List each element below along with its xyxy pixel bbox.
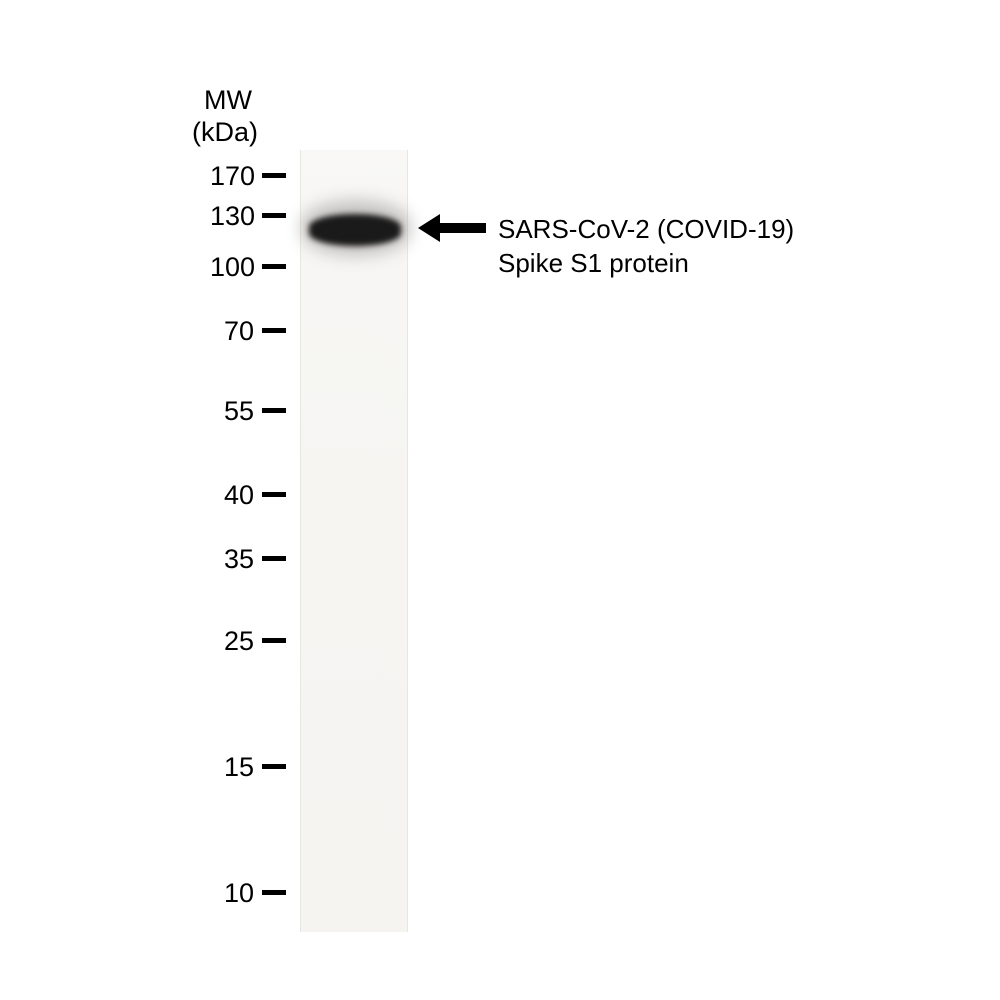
marker-label-40: 40 bbox=[224, 480, 254, 511]
marker-label-25: 25 bbox=[224, 626, 254, 657]
arrow-head-icon bbox=[418, 214, 440, 242]
marker-tick-35 bbox=[262, 556, 286, 561]
marker-label-10: 10 bbox=[224, 878, 254, 909]
marker-label-130: 130 bbox=[210, 201, 255, 232]
marker-tick-130 bbox=[262, 213, 286, 218]
marker-tick-100 bbox=[262, 264, 286, 269]
marker-tick-170 bbox=[262, 173, 286, 178]
band-label-line2: Spike S1 protein bbox=[498, 248, 689, 279]
marker-label-100: 100 bbox=[210, 252, 255, 283]
western-blot-figure: MW (kDa) 170 130 100 70 55 40 35 25 1 bbox=[0, 0, 1000, 1000]
marker-tick-70 bbox=[262, 328, 286, 333]
marker-label-35: 35 bbox=[224, 544, 254, 575]
marker-tick-40 bbox=[262, 492, 286, 497]
marker-tick-10 bbox=[262, 890, 286, 895]
band-label-line1: SARS-CoV-2 (COVID-19) bbox=[498, 214, 794, 245]
marker-tick-55 bbox=[262, 408, 286, 413]
marker-label-55: 55 bbox=[224, 396, 254, 427]
mw-header-line2: (kDa) bbox=[192, 117, 258, 148]
protein-band bbox=[309, 214, 401, 246]
arrow-shaft bbox=[440, 223, 486, 233]
blot-lane bbox=[300, 150, 408, 932]
mw-header-line1: MW bbox=[204, 85, 252, 116]
marker-tick-15 bbox=[262, 764, 286, 769]
marker-label-15: 15 bbox=[224, 752, 254, 783]
marker-label-170: 170 bbox=[210, 161, 255, 192]
marker-tick-25 bbox=[262, 638, 286, 643]
marker-label-70: 70 bbox=[224, 316, 254, 347]
